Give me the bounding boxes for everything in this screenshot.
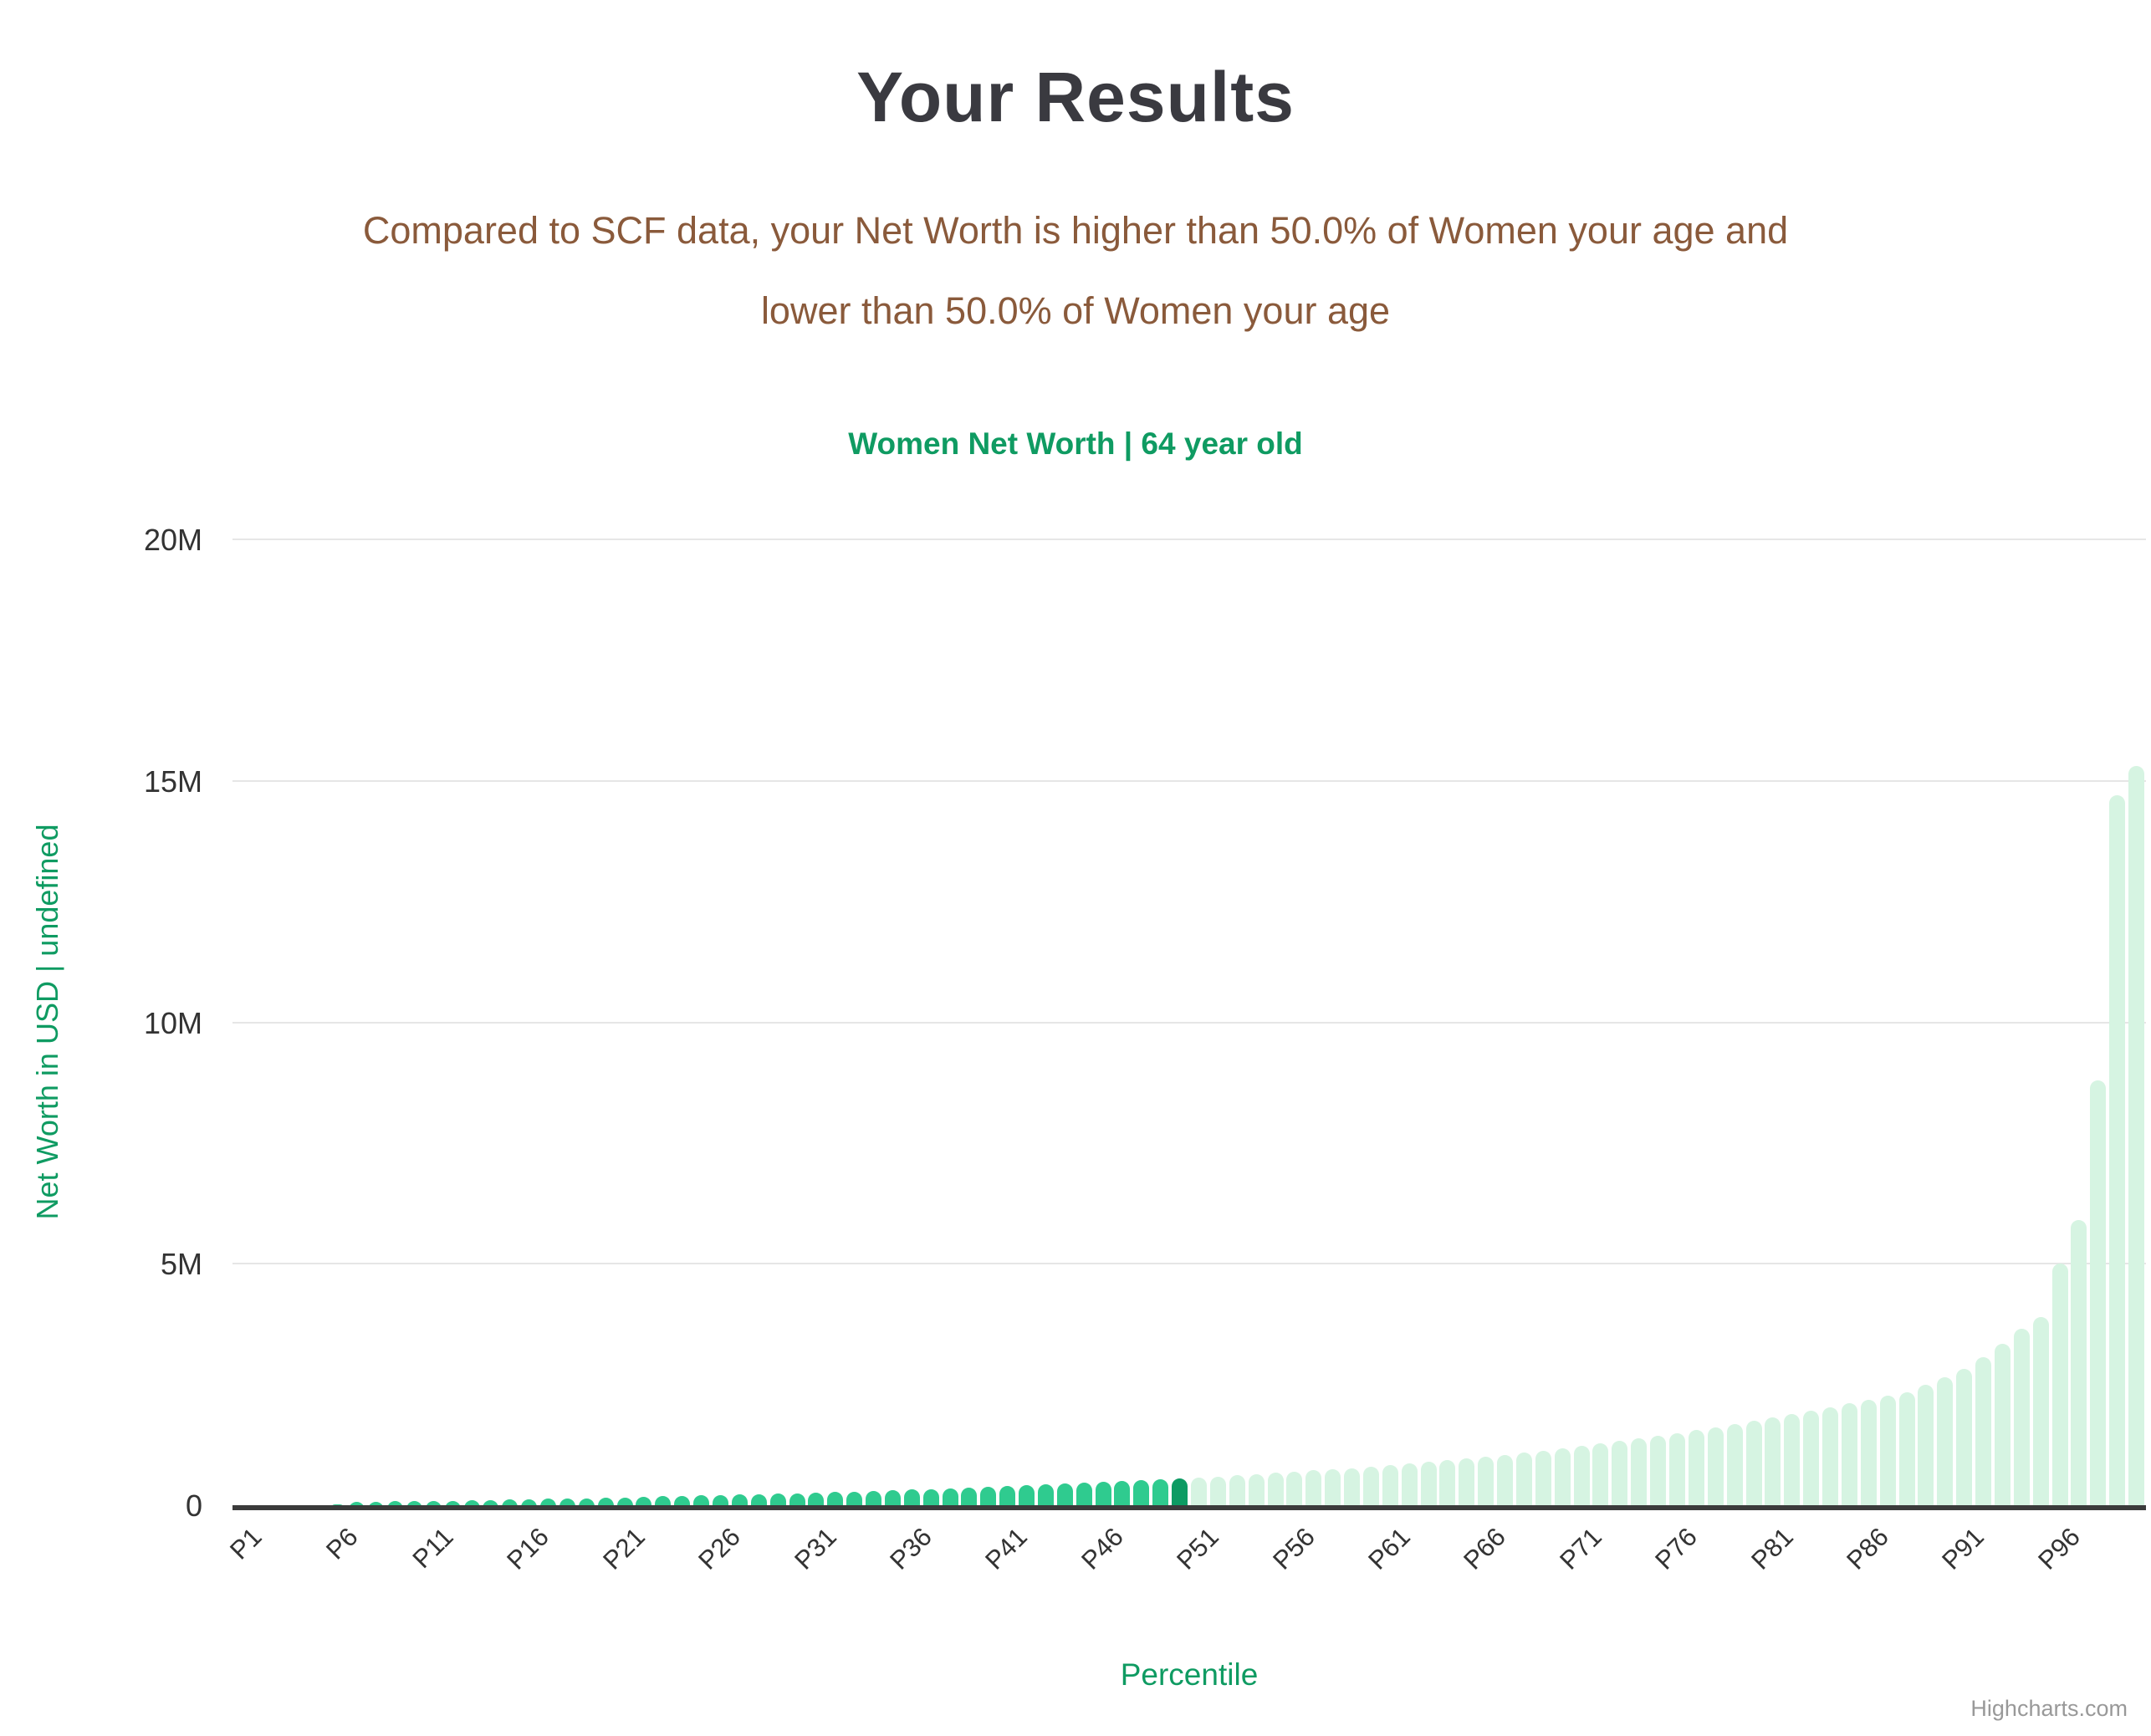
- page-title: Your Results: [856, 58, 1295, 137]
- bar-P64[interactable]: [1439, 1460, 1456, 1510]
- bar-P70[interactable]: [1554, 1448, 1571, 1510]
- chart-title: Women Net Worth | 64 year old: [848, 426, 1303, 461]
- bar-P79[interactable]: [1726, 1424, 1743, 1510]
- gridline-20M: [232, 539, 2146, 540]
- bar-P96[interactable]: [2051, 1264, 2068, 1511]
- y-tick-label: 15M: [143, 763, 202, 799]
- bar-P43[interactable]: [1037, 1484, 1054, 1510]
- bar-P88[interactable]: [1898, 1391, 1915, 1510]
- bar-P74[interactable]: [1631, 1438, 1648, 1510]
- bar-P63[interactable]: [1420, 1462, 1437, 1510]
- bar-P40[interactable]: [980, 1487, 997, 1510]
- gridline-5M: [232, 1263, 2146, 1265]
- x-axis-title: Percentile: [1120, 1657, 1259, 1692]
- gridline-10M: [232, 1021, 2146, 1024]
- bar-P60[interactable]: [1362, 1466, 1379, 1510]
- bar-P49[interactable]: [1152, 1479, 1169, 1510]
- bar-P47[interactable]: [1114, 1481, 1131, 1510]
- bar-P90[interactable]: [1937, 1377, 1954, 1510]
- bar-P77[interactable]: [1688, 1430, 1704, 1510]
- bar-P80[interactable]: [1745, 1421, 1762, 1510]
- bar-P100[interactable]: [2128, 766, 2145, 1510]
- bar-P81[interactable]: [1765, 1417, 1781, 1510]
- bar-P76[interactable]: [1668, 1432, 1685, 1510]
- bar-P67[interactable]: [1497, 1454, 1513, 1510]
- y-tick-label: 20M: [143, 523, 202, 557]
- bar-P83[interactable]: [1803, 1411, 1820, 1510]
- bar-P69[interactable]: [1535, 1450, 1551, 1510]
- y-tick-label: 0: [185, 1488, 202, 1523]
- bar-P45[interactable]: [1076, 1483, 1092, 1510]
- result-subtitle: Compared to SCF data, your Net Worth is …: [0, 191, 2151, 351]
- bar-P84[interactable]: [1822, 1407, 1838, 1510]
- bar-P85[interactable]: [1841, 1403, 1857, 1510]
- bar-P94[interactable]: [2013, 1329, 2030, 1510]
- bar-P93[interactable]: [1994, 1343, 2010, 1510]
- bar-P44[interactable]: [1056, 1483, 1073, 1510]
- y-tick-label: 5M: [160, 1247, 202, 1282]
- bar-P57[interactable]: [1305, 1470, 1322, 1510]
- bar-P46[interactable]: [1095, 1482, 1111, 1510]
- bar-P95[interactable]: [2032, 1316, 2049, 1510]
- bar-P52[interactable]: [1209, 1476, 1226, 1510]
- bar-P99[interactable]: [2109, 795, 2126, 1510]
- x-axis-line: [232, 1505, 2146, 1510]
- bar-P92[interactable]: [1975, 1357, 1991, 1510]
- bar-P75[interactable]: [1650, 1436, 1667, 1510]
- result-subtitle-line-1: Compared to SCF data, your Net Worth is …: [362, 209, 1789, 252]
- gridline-15M: [232, 779, 2146, 782]
- highcharts-credit[interactable]: Highcharts.com: [1970, 1696, 2128, 1721]
- bar-P72[interactable]: [1592, 1443, 1609, 1510]
- bar-P59[interactable]: [1344, 1468, 1360, 1510]
- bar-P38[interactable]: [942, 1488, 958, 1510]
- result-subtitle-line-2: lower than 50.0% of Women your age: [760, 289, 1391, 332]
- bar-P68[interactable]: [1515, 1453, 1532, 1510]
- bar-P36[interactable]: [903, 1489, 920, 1510]
- bar-P73[interactable]: [1612, 1441, 1628, 1510]
- bar-P62[interactable]: [1401, 1463, 1418, 1510]
- bar-P87[interactable]: [1879, 1396, 1896, 1510]
- bar-P53[interactable]: [1229, 1475, 1245, 1510]
- bar-P66[interactable]: [1478, 1457, 1494, 1510]
- bar-P78[interactable]: [1707, 1427, 1724, 1510]
- bar-P71[interactable]: [1573, 1446, 1590, 1510]
- bar-P58[interactable]: [1325, 1468, 1341, 1510]
- bar-P56[interactable]: [1286, 1471, 1303, 1510]
- bar-P42[interactable]: [1019, 1485, 1035, 1510]
- bar-P39[interactable]: [961, 1488, 978, 1510]
- bar-P89[interactable]: [1918, 1384, 1934, 1510]
- y-tick-label: 10M: [143, 1005, 202, 1040]
- bar-P91[interactable]: [1956, 1369, 1973, 1510]
- bar-P37[interactable]: [922, 1488, 939, 1510]
- bar-P98[interactable]: [2090, 1080, 2107, 1510]
- bar-P55[interactable]: [1267, 1473, 1284, 1510]
- bar-P65[interactable]: [1459, 1458, 1475, 1510]
- bar-P50[interactable]: [1172, 1478, 1188, 1510]
- bar-P51[interactable]: [1190, 1477, 1207, 1510]
- bar-P41[interactable]: [999, 1486, 1016, 1510]
- bar-P61[interactable]: [1382, 1465, 1398, 1510]
- bar-P97[interactable]: [2071, 1220, 2087, 1510]
- bar-P86[interactable]: [1860, 1399, 1877, 1510]
- bar-P48[interactable]: [1133, 1480, 1150, 1510]
- bar-P82[interactable]: [1784, 1414, 1801, 1510]
- bar-P54[interactable]: [1248, 1473, 1265, 1510]
